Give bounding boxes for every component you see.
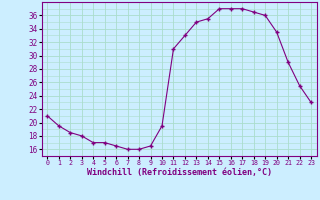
X-axis label: Windchill (Refroidissement éolien,°C): Windchill (Refroidissement éolien,°C): [87, 168, 272, 177]
